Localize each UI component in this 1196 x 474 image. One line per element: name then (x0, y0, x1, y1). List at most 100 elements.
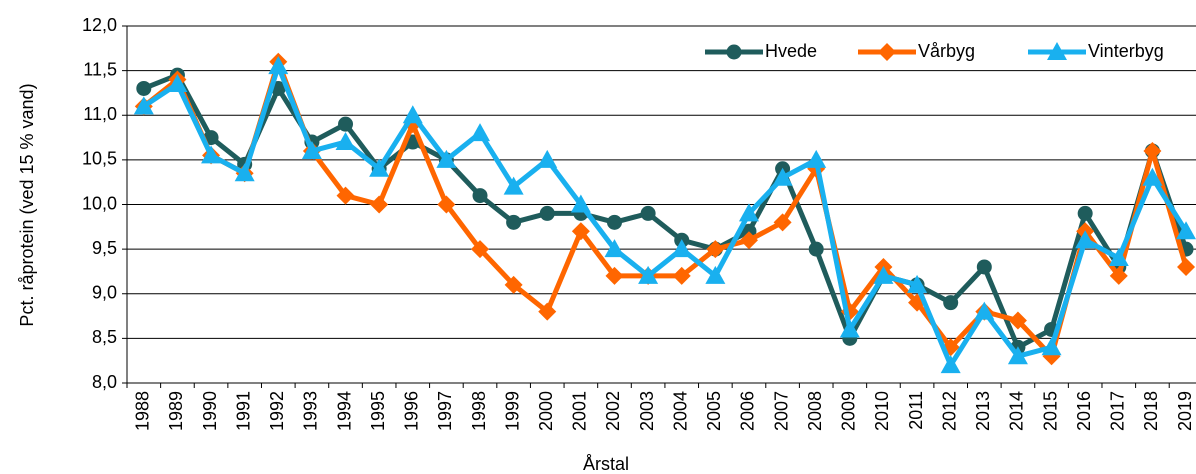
point (907, 274, 928, 293)
point (638, 265, 659, 284)
x-tick-label: 1993 (301, 391, 321, 431)
point (437, 195, 456, 214)
x-tick-label: 1992 (267, 391, 287, 431)
x-tick-label: 1989 (166, 391, 186, 431)
point (268, 56, 289, 75)
point (1142, 167, 1163, 186)
point (470, 123, 491, 142)
x-tick-label: 2010 (872, 391, 892, 431)
point (1007, 346, 1028, 365)
point (940, 355, 961, 374)
point (878, 43, 896, 61)
x-tick-label: 2017 (1108, 391, 1128, 431)
point (974, 301, 995, 320)
point (301, 140, 322, 159)
point (402, 105, 423, 124)
point (773, 213, 792, 232)
point (436, 149, 457, 168)
point (1041, 337, 1062, 356)
x-tick-label: 2003 (637, 391, 657, 431)
point (570, 194, 591, 213)
point (234, 163, 255, 182)
y-tick-label: 8,5 (92, 327, 117, 347)
y-tick-label: 11,5 (83, 59, 117, 79)
point (705, 265, 726, 284)
x-tick-label: 2008 (805, 391, 825, 431)
point (1047, 42, 1067, 60)
point (706, 240, 725, 259)
x-tick-label: 1999 (502, 391, 522, 431)
point (201, 145, 222, 164)
y-tick-label: 11,0 (83, 104, 117, 124)
point (873, 265, 894, 284)
series-line (142, 63, 1189, 368)
y-tick-label: 9,5 (92, 238, 117, 258)
point (167, 74, 188, 93)
x-tick-label: 1998 (469, 391, 489, 431)
x-tick-label: 1996 (402, 391, 422, 431)
x-tick-label: 2014 (1007, 391, 1027, 431)
x-tick-label: 2019 (1175, 391, 1195, 431)
point (1108, 248, 1129, 267)
point (537, 149, 558, 168)
point (538, 302, 557, 321)
y-tick-label: 10,5 (82, 149, 117, 169)
point (506, 214, 522, 230)
y-tick-label: 9,0 (92, 283, 117, 303)
x-tick-label: 1995 (368, 391, 388, 431)
y-axis-title: Pct. råprotein (ved 15 % vand) (17, 83, 37, 326)
x-axis-title: Årstal (583, 454, 629, 474)
point (640, 205, 656, 221)
x-tick-label: 1997 (435, 391, 455, 431)
point (335, 132, 356, 151)
point (839, 319, 860, 338)
x-tick-label: 2007 (771, 391, 791, 431)
point (943, 295, 959, 311)
point (336, 186, 355, 205)
x-tick-label: 2018 (1141, 391, 1161, 431)
legend-label: Vinterbyg (1088, 41, 1164, 61)
point (604, 239, 625, 258)
point (1109, 266, 1128, 285)
point (1143, 141, 1162, 160)
x-tick-label: 2013 (973, 391, 993, 431)
point (672, 266, 691, 285)
legend-label: Hvede (765, 41, 817, 61)
point (738, 203, 759, 222)
point (671, 239, 692, 258)
point (1176, 221, 1196, 240)
point (808, 241, 824, 257)
x-tick-label: 2001 (570, 391, 590, 431)
point (605, 266, 624, 285)
x-tick-label: 2016 (1074, 391, 1094, 431)
x-tick-label: 2012 (939, 391, 959, 431)
point (471, 240, 490, 259)
x-tick-label: 2015 (1040, 391, 1060, 431)
point (338, 116, 354, 132)
x-tick-label: 2005 (704, 391, 724, 431)
x-tick-label: 2002 (603, 391, 623, 431)
point (1075, 230, 1096, 249)
x-tick-label: 1991 (233, 391, 253, 431)
point (370, 195, 389, 214)
x-tick-label: 1990 (200, 391, 220, 431)
x-tick-label: 2000 (536, 391, 556, 431)
point (369, 158, 390, 177)
point (772, 167, 793, 186)
point (539, 205, 555, 221)
point (739, 231, 758, 250)
point (136, 80, 152, 96)
point (806, 149, 827, 168)
x-tick-label: 1988 (133, 391, 153, 431)
x-tick-label: 1994 (334, 391, 354, 431)
point (571, 222, 590, 241)
point (1177, 257, 1196, 276)
x-tick-label: 2011 (906, 391, 926, 430)
point (133, 96, 154, 115)
x-tick-label: 2004 (670, 391, 690, 431)
x-tick-label: 2006 (738, 391, 758, 431)
y-tick-label: 12,0 (82, 15, 117, 35)
x-tick-label: 2009 (839, 391, 859, 431)
legend-label: Vårbyg (918, 41, 975, 61)
